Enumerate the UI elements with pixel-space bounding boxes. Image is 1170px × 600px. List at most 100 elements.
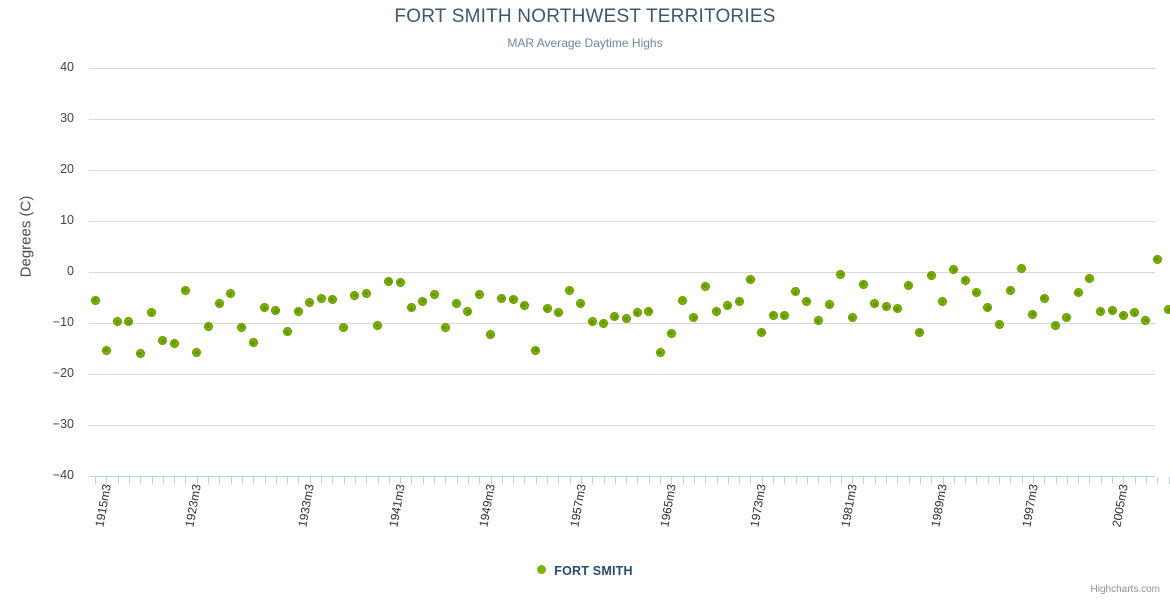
data-point[interactable] xyxy=(553,308,563,318)
data-point[interactable] xyxy=(486,330,495,340)
data-point[interactable] xyxy=(1028,309,1038,319)
data-point[interactable] xyxy=(587,317,597,327)
data-point[interactable] xyxy=(599,318,608,328)
data-point[interactable] xyxy=(203,321,213,331)
data-point[interactable] xyxy=(870,299,880,309)
data-point[interactable] xyxy=(791,287,801,297)
x-axis-tick xyxy=(264,477,266,484)
data-point[interactable] xyxy=(124,317,134,327)
data-point[interactable] xyxy=(147,308,156,318)
data-point[interactable] xyxy=(813,316,823,326)
data-point[interactable] xyxy=(802,296,812,306)
data-point[interactable] xyxy=(644,306,654,316)
data-point[interactable] xyxy=(260,303,269,313)
data-point[interactable] xyxy=(226,289,236,299)
data-point[interactable] xyxy=(293,306,303,316)
data-point[interactable] xyxy=(971,288,981,298)
data-point[interactable] xyxy=(361,288,371,298)
data-point[interactable] xyxy=(1141,315,1151,325)
data-point[interactable] xyxy=(158,336,168,346)
data-point[interactable] xyxy=(1118,310,1128,320)
data-point[interactable] xyxy=(271,306,281,316)
data-point[interactable] xyxy=(949,265,959,275)
data-point[interactable] xyxy=(836,270,846,280)
data-point[interactable] xyxy=(282,327,292,337)
data-point[interactable] xyxy=(305,298,315,308)
data-point[interactable] xyxy=(779,311,789,321)
data-point[interactable] xyxy=(881,302,891,312)
data-point[interactable] xyxy=(1130,308,1140,318)
data-point[interactable] xyxy=(1152,254,1162,264)
data-point[interactable] xyxy=(1039,293,1049,303)
data-point[interactable] xyxy=(689,313,699,323)
data-point[interactable] xyxy=(418,296,428,306)
data-point[interactable] xyxy=(180,285,190,295)
data-point[interactable] xyxy=(113,317,123,327)
data-point[interactable] xyxy=(214,299,224,309)
data-point[interactable] xyxy=(938,297,947,307)
data-point[interactable] xyxy=(463,307,473,317)
data-point[interactable] xyxy=(621,314,631,324)
data-point[interactable] xyxy=(531,345,541,355)
data-point[interactable] xyxy=(350,290,360,300)
data-point[interactable] xyxy=(576,299,586,309)
data-point[interactable] xyxy=(395,277,405,287)
data-point[interactable] xyxy=(994,320,1004,330)
credits-link[interactable]: Highcharts.com xyxy=(1090,584,1160,595)
data-point[interactable] xyxy=(1096,306,1106,316)
data-point[interactable] xyxy=(960,275,970,285)
data-point[interactable] xyxy=(237,322,247,332)
data-point[interactable] xyxy=(384,276,394,286)
data-point[interactable] xyxy=(169,338,179,348)
data-point[interactable] xyxy=(983,303,993,313)
data-point[interactable] xyxy=(734,297,744,307)
legend-item-fort-smith[interactable]: FORT SMITH xyxy=(537,562,632,580)
data-point[interactable] xyxy=(406,303,416,313)
data-point[interactable] xyxy=(1017,263,1027,273)
data-point[interactable] xyxy=(700,281,710,291)
data-point[interactable] xyxy=(1005,285,1015,295)
data-point[interactable] xyxy=(508,294,518,304)
data-point[interactable] xyxy=(542,304,552,314)
data-point[interactable] xyxy=(847,313,857,323)
data-point[interactable] xyxy=(339,323,349,333)
data-point[interactable] xyxy=(904,280,914,290)
data-point[interactable] xyxy=(768,310,778,320)
data-point[interactable] xyxy=(723,301,733,311)
data-point[interactable] xyxy=(565,285,575,295)
data-point[interactable] xyxy=(429,289,439,299)
data-point[interactable] xyxy=(452,298,462,308)
data-point[interactable] xyxy=(745,275,755,285)
data-point[interactable] xyxy=(373,321,382,331)
data-point[interactable] xyxy=(440,323,450,333)
data-point[interactable] xyxy=(678,296,688,306)
data-point[interactable] xyxy=(1062,313,1072,323)
data-point[interactable] xyxy=(101,345,111,355)
data-point[interactable] xyxy=(1164,305,1170,315)
data-point[interactable] xyxy=(926,270,936,280)
data-point[interactable] xyxy=(248,338,258,348)
x-axis-tick xyxy=(196,477,198,484)
data-point[interactable] xyxy=(666,328,676,338)
data-point[interactable] xyxy=(1073,288,1083,298)
data-point[interactable] xyxy=(1051,320,1060,330)
data-point[interactable] xyxy=(192,348,202,358)
data-point[interactable] xyxy=(825,300,834,310)
data-point[interactable] xyxy=(1107,306,1117,316)
data-point[interactable] xyxy=(1084,274,1094,284)
data-point[interactable] xyxy=(712,306,721,316)
data-point[interactable] xyxy=(474,289,484,299)
data-point[interactable] xyxy=(519,300,529,310)
data-point[interactable] xyxy=(757,327,767,337)
data-point[interactable] xyxy=(655,348,665,358)
data-point[interactable] xyxy=(327,294,337,304)
data-point[interactable] xyxy=(915,327,925,337)
data-point[interactable] xyxy=(497,294,507,304)
data-point[interactable] xyxy=(316,294,326,304)
data-point[interactable] xyxy=(858,279,868,289)
data-point[interactable] xyxy=(90,295,100,305)
data-point[interactable] xyxy=(610,312,620,322)
data-point[interactable] xyxy=(632,308,642,318)
data-point[interactable] xyxy=(135,349,145,359)
data-point[interactable] xyxy=(892,304,902,314)
